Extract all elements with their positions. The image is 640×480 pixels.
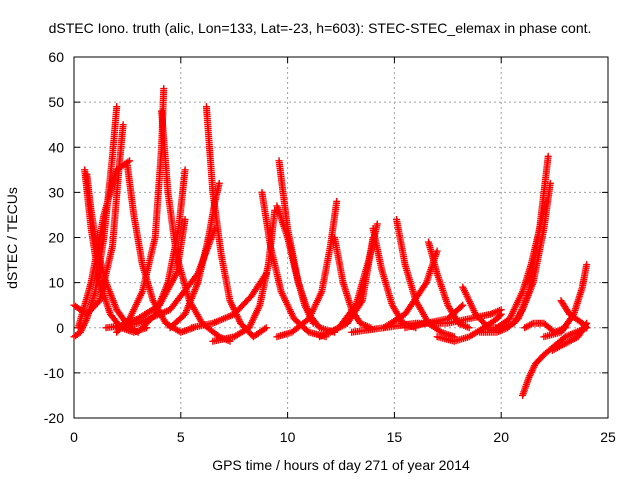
x-tick-label: 5 [177,429,185,445]
data-marker [134,328,142,336]
x-axis-label: GPS time / hours of day 271 of year 2014 [212,457,470,473]
data-marker [496,311,504,319]
y-tick-label: 20 [48,230,64,246]
data-marker [582,323,590,331]
data-marker [261,325,269,333]
data-marker [333,197,341,205]
data-marker [113,103,121,111]
data-marker [583,324,591,332]
data-marker [544,152,552,160]
data-marker [433,247,441,255]
data-marker [373,220,381,228]
x-tick-label: 20 [493,429,509,445]
data-marker [126,157,134,165]
chart-title: dSTEC Iono. truth (alic, Lon=133, Lat=-2… [48,20,592,36]
series-pass-34 [519,324,591,399]
data-marker [211,224,219,232]
y-tick-label: -20 [44,410,64,426]
data-marker [357,298,365,306]
y-axis-label: dSTEC / TECUs [4,187,20,289]
series-pass-19 [273,202,317,327]
x-tick-label: 0 [70,429,78,445]
series-pass-38 [557,297,591,332]
y-tick-label: 30 [48,184,64,200]
data-marker [546,179,554,187]
series-pass-28 [433,310,505,345]
series-pass-10 [113,215,189,332]
series-pass-30 [380,306,505,332]
data-series [70,85,591,399]
series-pass-33 [493,197,550,332]
x-tick-label: 25 [600,429,616,445]
series-pass-37 [540,261,591,341]
y-tick-label: 10 [48,275,64,291]
y-tick-label: -10 [44,365,64,381]
x-tick-label: 10 [280,429,296,445]
data-marker [181,166,189,174]
series-pass-15 [209,206,279,345]
x-tick-label: 15 [387,429,403,445]
data-marker [465,324,473,332]
data-marker [262,324,270,332]
y-tick-label: 50 [48,94,64,110]
data-marker [215,179,223,187]
data-marker [119,121,127,129]
axis-ticks: 0 5 10 15 20 25 -20 -10 0 10 20 30 40 50 60 [44,49,616,445]
series-pass-23 [393,215,458,341]
data-marker [459,301,467,309]
y-tick-label: 60 [48,49,64,65]
data-marker [181,215,189,223]
series-pass-14 [102,224,219,332]
data-marker [309,319,317,327]
series-pass-22 [326,234,377,336]
data-marker [497,306,505,314]
data-marker [457,302,465,310]
data-marker [583,261,591,269]
y-tick-label: 40 [48,139,64,155]
data-marker [542,197,550,205]
data-marker [160,85,168,93]
series-pass-18 [273,197,341,341]
y-tick-label: 0 [56,320,64,336]
